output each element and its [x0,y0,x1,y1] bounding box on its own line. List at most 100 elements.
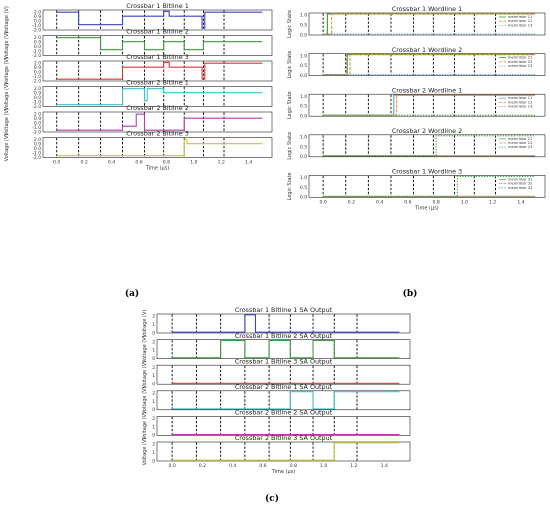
y-axis-label: Logic State [287,172,293,200]
series-line [323,175,536,197]
x-tick-label: 1.0 [461,199,468,205]
y-axis-label: Voltage (V) [4,108,10,136]
legend-label: memristor 11 [508,15,532,19]
y-tick-label: 0.5 [300,185,307,191]
plot-frame [156,339,411,359]
subplot: Crossbar 1 Wordline 1 1.0 0.5 0.0 Logic Stat… [287,5,546,38]
y-tick-label: 2.0 [34,10,41,16]
plot-frame [42,137,273,158]
y-tick-label: 0.0 [300,154,307,160]
panel-caption: (c) [265,493,279,504]
panel-2: Crossbar 1 Bitline 1 SA Output 2 1 0 Voltage… [142,306,411,504]
subplot: Crossbar 1 Bitline 2 SA Output 2 1 0 Voltage… [142,332,411,363]
y-tick-label: 0.0 [300,114,307,120]
y-tick-label: 2 [152,339,155,345]
y-tick-label: 0.0 [34,146,41,152]
y-tick-label: -1.0 [32,48,41,54]
y-axis-label: Voltage (V) [142,310,148,338]
y-axis-label: Logic State [287,132,293,160]
x-tick-label: 0.0 [168,463,175,469]
y-tick-label: 1.0 [300,53,307,59]
subplot-title: Crossbar 1 Bitline 3 SA Output [235,357,333,365]
subplot: Crossbar 2 Bitline 32.00.90.0-1.0-2.0Vol… [4,130,273,172]
y-tick-label: 2 [152,442,155,448]
y-tick-label: 0.0 [300,73,307,79]
panel-caption: (b) [403,288,418,299]
subplot: Crossbar 1 Bitline 22.00.90.0-1.0-2.0Vol… [4,28,273,60]
subplot-title: Crossbar 1 Bitline 1 SA Output [235,306,333,314]
x-tick-label: 0.2 [80,160,87,166]
y-tick-label: 1.0 [300,175,307,181]
x-tick-label: 1.4 [381,463,388,469]
x-tick-label: 0.6 [135,160,142,166]
y-tick-label: 0.5 [300,23,307,29]
subplot-title: Crossbar 1 Wordline 1 [392,5,462,13]
plot-frame [156,313,411,334]
y-axis-label: Voltage (V) [4,32,10,60]
x-tick-label: 0.0 [319,199,326,205]
subplot: Crossbar 1 Bitline 1 2.00.90.0-1.0-2.0 Vol… [4,2,273,34]
y-tick-label: 0.9 [34,116,41,122]
x-tick-label: 1.2 [218,160,225,166]
y-tick-label: 0.0 [34,95,41,101]
y-tick-label: 0.0 [300,32,307,38]
y-tick-label: -2.0 [32,27,41,33]
y-tick-label: 0.9 [34,14,41,20]
y-tick-label: 2.0 [34,35,41,41]
x-tick-label: 0.4 [229,463,236,469]
series-line [56,10,263,29]
subplot: Crossbar 1 Wordline 3 1.0 0.5 0.0 Logic Stat… [287,168,546,211]
legend-label: memristor 23 [508,64,532,68]
subplot-title: Crossbar 1 Wordline 3 [392,168,462,176]
x-axis-label: Time (µs) [271,469,296,475]
subplot: Crossbar 1 Bitline 3 SA Output 2 1 0 Voltage… [142,357,411,389]
y-tick-label: 2 [152,365,155,371]
y-tick-label: 2 [152,416,155,422]
subplot: Crossbar 2 Wordline 1 1.0 0.5 0.0 Logic Stat… [287,86,546,120]
legend-label: memristor 22 [508,60,532,64]
y-axis-label: Voltage (V) [142,412,148,440]
y-tick-label: 0.5 [300,63,307,69]
panel-1: Crossbar 1 Wordline 1 1.0 0.5 0.0 Logic Stat… [287,5,546,299]
subplot: Crossbar 2 Bitline 12.00.90.0-1.0-2.0Vol… [4,79,273,110]
y-tick-label: 0.0 [34,19,41,25]
y-tick-label: -1.0 [32,125,41,131]
panel-0: Crossbar 1 Bitline 12.00.90.0-1.0-2.0Vol… [4,2,273,299]
x-tick-label: 0.6 [259,463,266,469]
y-axis-label: Voltage (V) [4,134,10,162]
x-tick-label: 1.2 [350,463,357,469]
y-tick-label: 2.0 [34,61,41,67]
y-tick-label: -1.0 [32,150,41,156]
subplot-title: Crossbar 2 Wordline 2 [392,127,462,135]
legend-label: memristor 33 [508,186,532,190]
y-axis-label: Logic State [287,51,293,79]
plot-frame [156,416,411,436]
x-axis-label: Time (µs) [414,205,439,211]
subplot-title: Crossbar 1 Wordline 2 [392,46,462,54]
y-tick-label: 0.9 [34,40,41,46]
x-tick-label: 0.4 [376,199,383,205]
series-line [56,88,263,106]
series-line [172,314,400,333]
subplot-title: Crossbar 1 Bitline 2 [126,28,189,36]
y-axis-label: Voltage (V) [4,6,10,34]
subplot-title: Crossbar 1 Bitline 1 [126,2,189,10]
legend-label: memristor 23 [508,145,532,149]
y-tick-label: 0.9 [34,142,41,148]
y-tick-label: 0 [152,330,155,336]
legend-label: memristor 12 [508,19,532,23]
y-tick-label: 0.5 [300,144,307,150]
y-tick-label: 0 [152,382,155,388]
x-tick-label: 0.4 [108,160,115,166]
y-tick-label: 0.0 [300,195,307,201]
legend-label: memristor 31 [508,177,532,181]
legend-label: memristor 13 [508,23,532,27]
y-axis-label: Voltage (V) [142,438,148,466]
y-axis-label: Logic State [287,10,293,38]
x-tick-label: 1.2 [489,199,496,205]
y-axis-label: Logic State [287,91,293,119]
series-line [172,391,400,410]
y-tick-label: 0 [152,458,155,464]
y-tick-label: -2.0 [32,53,41,59]
